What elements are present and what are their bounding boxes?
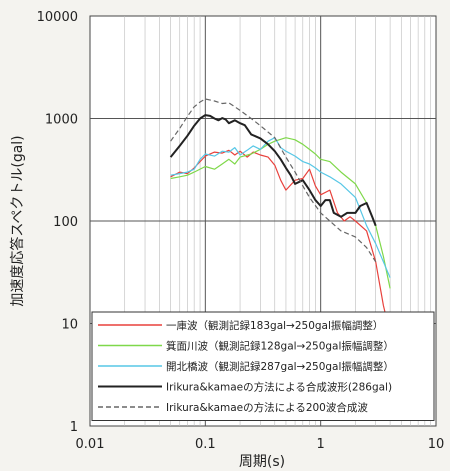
- x-tick-label: 0.01: [76, 437, 105, 452]
- legend-label: 箕面川波（観測記録128gal→250gal振幅調整）: [166, 340, 394, 353]
- y-axis-title: 加速度応答スペクトル(gal): [9, 135, 26, 306]
- x-tick-label: 1: [317, 437, 325, 452]
- legend-label: Irikura&kamaeの方法による200波合成波: [166, 401, 368, 414]
- y-tick-label: 100: [53, 215, 78, 230]
- y-tick-label: 10: [61, 318, 78, 333]
- y-tick-label: 1: [70, 420, 78, 435]
- legend-label: Irikura&kamaeの方法による合成波形(286gal): [166, 381, 392, 394]
- data-series-group: [169, 98, 391, 334]
- y-axis-tick-labels: 1 10 100 1000 10000: [37, 10, 78, 435]
- x-tick-label: 10: [428, 437, 445, 452]
- legend-label: 開北橋波（観測記録287gal→250gal振幅調整）: [166, 360, 394, 373]
- series-line-5: [170, 98, 377, 263]
- series-line-2: [170, 137, 391, 289]
- y-tick-label: 1000: [45, 113, 78, 128]
- x-axis-title: 周期(s): [239, 454, 285, 470]
- x-tick-label: 0.1: [195, 437, 216, 452]
- legend: 一庫波（観測記録183gal→250gal振幅調整） 箕面川波（観測記録128ga…: [91, 311, 435, 421]
- legend-label: 一庫波（観測記録183gal→250gal振幅調整）: [166, 319, 383, 332]
- series-line-3: [170, 137, 391, 278]
- x-axis-tick-labels: 0.01 0.1 1 10: [76, 437, 445, 452]
- y-tick-label: 10000: [37, 10, 78, 25]
- series-line-1: [170, 149, 391, 334]
- series-line-4: [169, 114, 377, 227]
